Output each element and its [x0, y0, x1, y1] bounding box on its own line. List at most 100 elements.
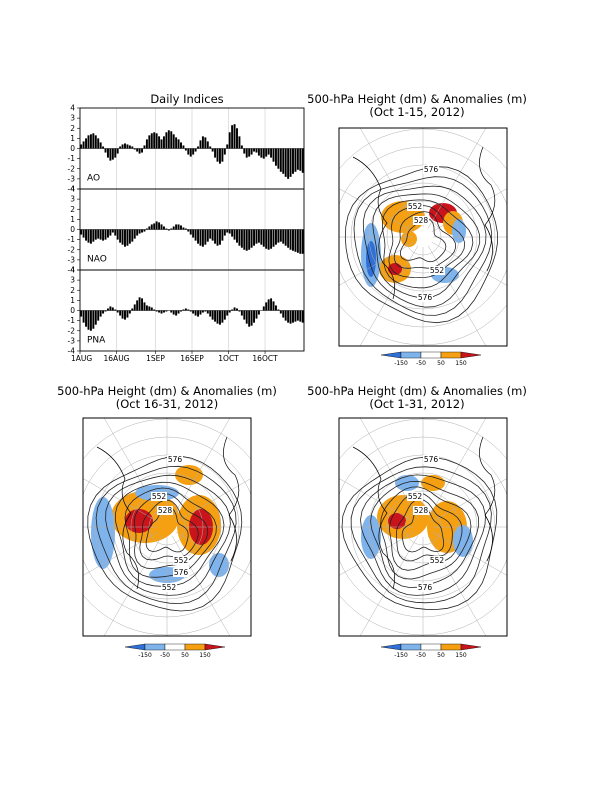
- y-tick-label: 1: [70, 134, 75, 143]
- bar-pna: [153, 309, 156, 311]
- bar-nao: [282, 229, 285, 244]
- bar-pna: [294, 310, 297, 322]
- bar-nao: [226, 229, 229, 233]
- colorbar-segment: [184, 643, 206, 651]
- bar-nao: [99, 229, 102, 240]
- bar-ao: [150, 133, 153, 149]
- bar-pna: [245, 310, 248, 324]
- bar-ao: [233, 124, 236, 149]
- bar-ao: [299, 148, 302, 171]
- contour-label: 552: [152, 492, 167, 501]
- bar-ao: [136, 148, 139, 152]
- bar-ao: [177, 139, 180, 149]
- bar-pna: [204, 310, 207, 312]
- bar-pna: [189, 310, 192, 312]
- bar-nao: [279, 229, 282, 242]
- meridian: [359, 535, 419, 636]
- bar-ao: [243, 148, 246, 154]
- bar-nao: [165, 228, 168, 230]
- map-subtitle: (Oct 1-31, 2012): [369, 397, 464, 411]
- meridian: [339, 478, 415, 523]
- map-area: 576 552 528 552 576: [339, 128, 507, 346]
- bar-nao: [155, 221, 158, 230]
- coastline: [479, 146, 496, 272]
- bar-ao: [92, 133, 95, 149]
- bar-pna: [124, 310, 126, 320]
- bar-pna: [155, 310, 158, 312]
- bar-nao: [119, 229, 122, 243]
- meridian: [431, 241, 507, 286]
- bar-nao: [228, 229, 231, 234]
- map-area: 576 552 528 552 552 576: [83, 418, 251, 636]
- y-tick-label: 1: [70, 296, 75, 305]
- bar-ao: [155, 133, 158, 149]
- bar-pna: [277, 309, 280, 311]
- meridian: [431, 531, 507, 576]
- bar-pna: [143, 302, 146, 311]
- bar-ao: [94, 135, 97, 149]
- contour-label-bg: [423, 165, 439, 174]
- bar-ao: [160, 139, 163, 149]
- colorbar-label: -50: [160, 652, 170, 659]
- y-tick-label: -2: [68, 326, 76, 335]
- bar-ao: [265, 148, 268, 157]
- colorbar-segment: [380, 643, 402, 651]
- bar-nao: [109, 229, 112, 236]
- bar-pna: [177, 310, 180, 314]
- bar-nao: [274, 229, 277, 245]
- contour-label-bg: [417, 583, 433, 592]
- bar-ao: [128, 145, 131, 149]
- bar-ao: [214, 148, 217, 158]
- bar-nao: [97, 229, 100, 239]
- bar-ao: [89, 134, 92, 149]
- bar-pna: [272, 301, 275, 311]
- bar-ao: [287, 148, 290, 179]
- colorbar-label: 50: [437, 652, 445, 659]
- y-tick-label: 1: [70, 215, 75, 224]
- bar-nao: [253, 229, 256, 246]
- bar-ao: [240, 145, 243, 149]
- bar-pna: [240, 310, 243, 316]
- bar-nao: [204, 229, 207, 245]
- colorbar-segment: [380, 351, 402, 359]
- bar-pna: [106, 308, 109, 311]
- height-contour: [362, 185, 487, 308]
- colorbar-segment: [400, 351, 422, 359]
- contour-label-bg: [407, 492, 423, 501]
- bar-ao: [223, 148, 226, 155]
- coastline: [479, 436, 496, 562]
- bar-nao: [150, 224, 153, 230]
- bar-nao: [167, 229, 170, 231]
- map-title: 500-hPa Height (dm) & Anomalies (m): [307, 92, 527, 106]
- bar-pna: [292, 310, 294, 323]
- bar-ao: [253, 148, 256, 152]
- bar-ao: [102, 146, 105, 149]
- colorbar-label: 50: [437, 360, 445, 367]
- bar-nao: [194, 229, 197, 241]
- x-tick-label: 1OCT: [218, 354, 239, 363]
- meridian: [83, 478, 159, 523]
- y-tick-label: -3: [68, 336, 76, 345]
- colorbar-segment: [164, 643, 186, 651]
- y-tick-label: -4: [68, 266, 76, 275]
- bar-pna: [218, 310, 221, 325]
- bar-ao: [255, 148, 258, 153]
- y-tick-label: -4: [68, 185, 76, 194]
- bar-nao: [250, 229, 253, 248]
- contour-label-bg: [407, 202, 423, 211]
- bar-pna: [97, 310, 100, 321]
- bar-nao: [223, 229, 226, 236]
- bar-pna: [282, 310, 285, 318]
- colorbar-label: 50: [181, 652, 189, 659]
- height-contour: [382, 199, 474, 289]
- bar-nao: [131, 229, 134, 242]
- bar-ao: [99, 142, 102, 149]
- bar-pna: [223, 310, 226, 320]
- bar-nao: [184, 228, 187, 230]
- bar-nao: [111, 229, 114, 233]
- bar-pna: [80, 310, 83, 317]
- bar-nao: [85, 229, 88, 241]
- bar-nao: [209, 229, 212, 239]
- contour-label-bg: [173, 556, 189, 565]
- colorbar-segment: [460, 351, 482, 359]
